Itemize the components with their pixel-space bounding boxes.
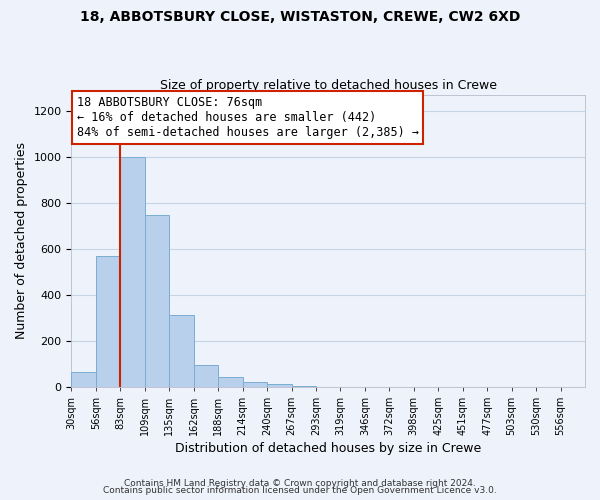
Text: Contains public sector information licensed under the Open Government Licence v3: Contains public sector information licen… xyxy=(103,486,497,495)
Bar xyxy=(218,378,242,386)
Bar xyxy=(267,384,292,386)
Text: 18 ABBOTSBURY CLOSE: 76sqm
← 16% of detached houses are smaller (442)
84% of sem: 18 ABBOTSBURY CLOSE: 76sqm ← 16% of deta… xyxy=(77,96,419,139)
Bar xyxy=(96,256,121,386)
Bar xyxy=(194,365,218,386)
Bar xyxy=(169,316,194,386)
Bar xyxy=(145,216,169,386)
Title: Size of property relative to detached houses in Crewe: Size of property relative to detached ho… xyxy=(160,79,497,92)
Y-axis label: Number of detached properties: Number of detached properties xyxy=(15,142,28,339)
X-axis label: Distribution of detached houses by size in Crewe: Distribution of detached houses by size … xyxy=(175,442,481,455)
Bar xyxy=(71,372,96,386)
Text: Contains HM Land Registry data © Crown copyright and database right 2024.: Contains HM Land Registry data © Crown c… xyxy=(124,478,476,488)
Bar xyxy=(242,382,267,386)
Bar xyxy=(121,156,145,386)
Text: 18, ABBOTSBURY CLOSE, WISTASTON, CREWE, CW2 6XD: 18, ABBOTSBURY CLOSE, WISTASTON, CREWE, … xyxy=(80,10,520,24)
